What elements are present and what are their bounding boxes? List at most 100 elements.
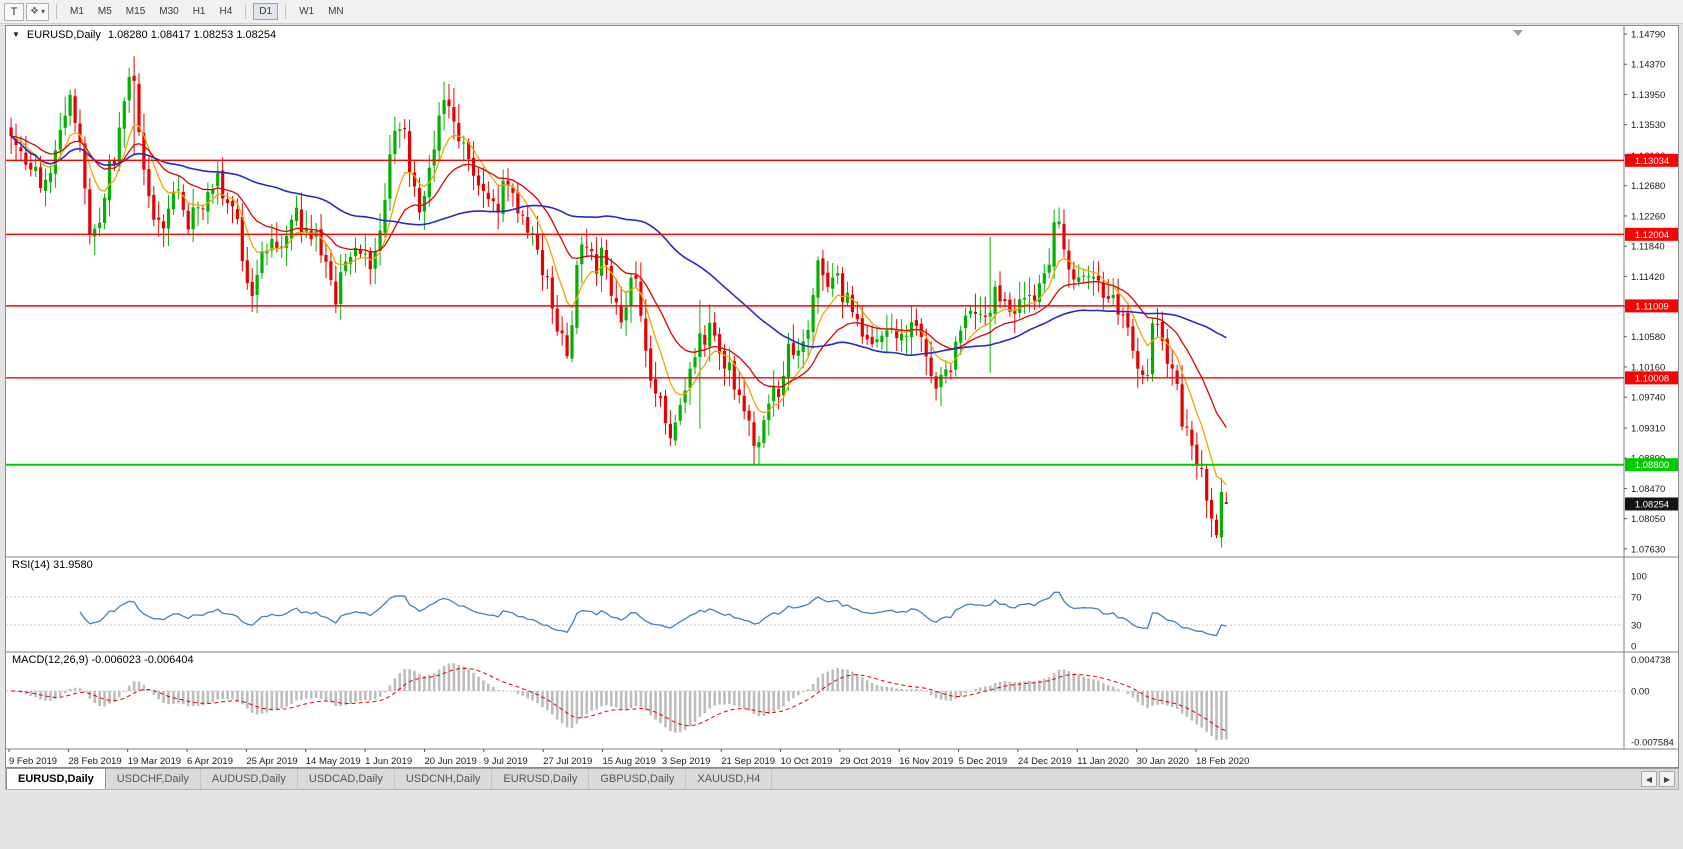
svg-text:1.10580: 1.10580 [1631,332,1665,343]
svg-text:0: 0 [1631,642,1636,653]
date-axis: 9 Feb 2019 28 Feb 2019 19 Mar 2019 6 Apr 20… [8,749,1249,767]
svg-text:1.12680: 1.12680 [1631,181,1665,192]
svg-text:1.11840: 1.11840 [1631,242,1665,253]
svg-text:1.09310: 1.09310 [1631,424,1665,435]
svg-text:1.08800: 1.08800 [1635,460,1669,471]
chart-tabs-bar: EURUSD,Daily USDCHF,Daily AUDUSD,Daily U… [5,768,1679,790]
svg-text:10 Oct 2019: 10 Oct 2019 [781,756,833,767]
collapse-icon[interactable]: ▼ [12,30,20,39]
candlestick-series[interactable] [9,56,1228,548]
timeframe-h1-button[interactable]: H1 [187,3,212,20]
timeframe-m30-button[interactable]: M30 [153,3,184,20]
tab-usdchf-daily[interactable]: USDCHF,Daily [105,769,201,789]
timeframe-m15-button[interactable]: M15 [120,3,151,20]
rsi-label: RSI(14) 31.9580 [12,559,93,571]
text-tool-button[interactable]: T [4,2,24,21]
svg-text:28 Feb 2019: 28 Feb 2019 [68,756,121,767]
svg-text:20 Jun 2019: 20 Jun 2019 [424,756,476,767]
svg-text:1.08050: 1.08050 [1631,514,1665,525]
chart-window: 1.147901.143701.139501.135301.131001.126… [5,25,1679,768]
ma-slow-line [10,135,1227,357]
svg-text:1.14370: 1.14370 [1631,60,1665,71]
svg-text:5 Dec 2019: 5 Dec 2019 [959,756,1008,767]
svg-text:21 Sep 2019: 21 Sep 2019 [721,756,775,767]
timeframe-h4-button[interactable]: H4 [214,3,239,20]
chart-shift-marker[interactable] [1513,30,1523,36]
svg-text:1.10008: 1.10008 [1635,373,1669,384]
chart-canvas[interactable]: 1.147901.143701.139501.135301.131001.126… [6,26,1678,767]
macd-histogram [14,663,1228,741]
svg-text:19 Mar 2019: 19 Mar 2019 [128,756,181,767]
ma-mid-line [10,135,1227,428]
svg-text:30 Jan 2020: 30 Jan 2020 [1137,756,1189,767]
shapes-icon: ❖ [30,6,39,17]
rsi-axis: 100 70 30 0 [6,572,1647,653]
top-toolbar: T ❖ ▾ M1 M5 M15 M30 H1 H4 D1 W1 MN [0,0,1683,24]
rsi-value: 31.9580 [52,559,93,571]
rsi-line [79,591,1227,637]
svg-text:30: 30 [1631,621,1642,632]
macd-name: MACD(12,26,9) [12,654,89,666]
toolbar-separator [285,4,287,19]
svg-text:1.07630: 1.07630 [1631,544,1665,555]
toolbar-separator [55,4,57,19]
svg-text:1.12004: 1.12004 [1635,230,1669,241]
svg-text:14 May 2019: 14 May 2019 [306,756,361,767]
toolbar-separator [245,4,247,19]
tab-scroll-right-button[interactable]: ▶ [1659,771,1675,787]
svg-text:0.004738: 0.004738 [1631,655,1671,666]
svg-text:29 Oct 2019: 29 Oct 2019 [840,756,892,767]
svg-text:3 Sep 2019: 3 Sep 2019 [662,756,711,767]
tab-usdcnh-daily[interactable]: USDCNH,Daily [394,769,493,789]
timeframe-m5-button[interactable]: M5 [92,3,118,20]
tab-scroll-left-button[interactable]: ◀ [1641,771,1657,787]
svg-text:1.13530: 1.13530 [1631,120,1665,131]
svg-text:15 Aug 2019: 15 Aug 2019 [603,756,656,767]
svg-text:25 Apr 2019: 25 Apr 2019 [246,756,297,767]
tab-usdcad-daily[interactable]: USDCAD,Daily [297,769,395,789]
svg-text:16 Nov 2019: 16 Nov 2019 [899,756,953,767]
svg-text:9 Feb 2019: 9 Feb 2019 [9,756,57,767]
timeframe-mn-button[interactable]: MN [322,3,350,20]
price-level-badge [1625,371,1678,385]
svg-text:9 Jul 2019: 9 Jul 2019 [484,756,528,767]
tab-audusd-daily[interactable]: AUDUSD,Daily [200,769,298,789]
macd-values: -0.006023 -0.006404 [91,654,194,666]
tab-eurusd-daily-2[interactable]: EURUSD,Daily [492,769,590,789]
svg-text:1.11420: 1.11420 [1631,272,1665,283]
svg-text:24 Dec 2019: 24 Dec 2019 [1018,756,1072,767]
svg-text:1 Jun 2019: 1 Jun 2019 [365,756,412,767]
timeframe-m1-button[interactable]: M1 [64,3,90,20]
svg-text:18 Feb 2020: 18 Feb 2020 [1196,756,1249,767]
svg-text:1.09740: 1.09740 [1631,393,1665,404]
tab-scroll-controls: ◀ ▶ [1641,769,1678,789]
timeframe-w1-button[interactable]: W1 [293,3,320,20]
chevron-down-icon: ▾ [40,7,45,16]
svg-text:0.00: 0.00 [1631,687,1650,698]
svg-text:70: 70 [1631,593,1642,604]
price-level-badge [1625,299,1678,313]
svg-text:100: 100 [1631,572,1647,583]
rsi-name: RSI(14) [12,559,50,571]
ma-fast-line [10,123,1227,486]
svg-text:1.14790: 1.14790 [1631,30,1665,41]
tab-xauusd-h4[interactable]: XAUUSD,H4 [686,769,773,789]
svg-text:1.13034: 1.13034 [1635,156,1669,167]
drawing-tools-button[interactable]: ❖ ▾ [26,2,49,21]
price-level-badge [1625,227,1678,241]
svg-text:1.11009: 1.11009 [1635,301,1669,312]
svg-text:1.13950: 1.13950 [1631,90,1665,101]
timeframe-d1-button[interactable]: D1 [253,3,279,20]
price-level-badge [1625,153,1678,167]
macd-signal-line [11,667,1227,732]
svg-text:27 Jul 2019: 27 Jul 2019 [543,756,592,767]
tab-eurusd-daily[interactable]: EURUSD,Daily [6,769,106,789]
price-axis: 1.147901.143701.139501.135301.131001.126… [1624,30,1665,555]
svg-text:6 Apr 2019: 6 Apr 2019 [187,756,233,767]
svg-text:1.08470: 1.08470 [1631,484,1665,495]
macd-label: MACD(12,26,9) -0.006023 -0.006404 [12,654,194,666]
tab-gbpusd-daily[interactable]: GBPUSD,Daily [589,769,687,789]
svg-text:1.12260: 1.12260 [1631,211,1665,222]
chart-title: ▼ EURUSD,Daily 1.08280 1.08417 1.08253 1… [12,29,276,41]
svg-text:-0.007584: -0.007584 [1631,737,1674,748]
